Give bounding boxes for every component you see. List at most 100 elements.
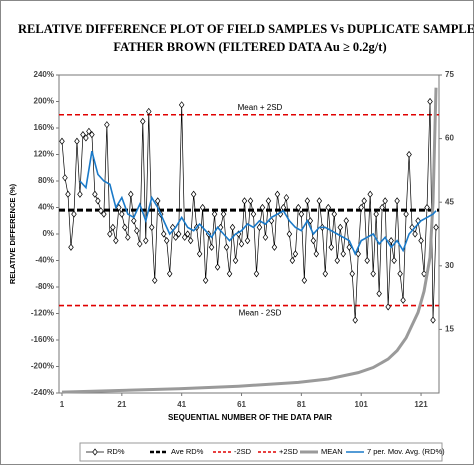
data-point bbox=[325, 203, 332, 212]
data-point bbox=[430, 316, 436, 324]
data-point bbox=[418, 237, 424, 245]
annotation: Mean + 2SD bbox=[238, 103, 283, 112]
data-point bbox=[421, 270, 427, 278]
data-point bbox=[379, 203, 385, 212]
data-point bbox=[98, 207, 104, 215]
y-tick-label: -160% bbox=[31, 335, 54, 344]
data-point bbox=[298, 210, 305, 218]
x-tick-label: 81 bbox=[297, 400, 306, 409]
x-tick-label: 61 bbox=[237, 400, 246, 409]
data-point bbox=[68, 243, 74, 251]
data-point bbox=[149, 223, 155, 231]
data-point bbox=[77, 190, 83, 198]
data-point bbox=[346, 243, 352, 251]
y-tick-label: 40% bbox=[38, 203, 54, 212]
data-point bbox=[187, 237, 194, 245]
data-point bbox=[376, 290, 382, 298]
data-point bbox=[175, 230, 182, 238]
data-point bbox=[110, 223, 116, 231]
data-point bbox=[307, 217, 314, 225]
data-point bbox=[86, 127, 92, 135]
y-tick-label: -240% bbox=[31, 388, 54, 397]
plot-area bbox=[58, 74, 440, 394]
y2-tick-label: 60 bbox=[445, 134, 454, 143]
data-point bbox=[229, 223, 236, 231]
data-point bbox=[433, 223, 439, 231]
data-point bbox=[328, 243, 335, 251]
data-point bbox=[83, 134, 89, 142]
legend-label: +2SD bbox=[279, 447, 299, 456]
data-point bbox=[331, 210, 338, 218]
x-tick-label: 121 bbox=[414, 400, 428, 409]
data-point bbox=[271, 243, 278, 251]
data-point bbox=[223, 243, 230, 251]
data-point bbox=[259, 203, 266, 212]
data-point bbox=[238, 240, 245, 248]
x-tick-label: 21 bbox=[117, 400, 126, 409]
data-point bbox=[244, 237, 251, 245]
data-point bbox=[361, 197, 367, 205]
y2-tick-label: 30 bbox=[445, 261, 454, 270]
legend-marker bbox=[92, 448, 98, 456]
data-point bbox=[349, 270, 355, 278]
data-point bbox=[247, 197, 254, 205]
data-point bbox=[337, 223, 344, 231]
data-point bbox=[304, 197, 311, 205]
series-line bbox=[79, 150, 437, 256]
data-point bbox=[313, 250, 320, 258]
data-point bbox=[400, 296, 406, 304]
data-point bbox=[226, 270, 233, 278]
legend-label: RD% bbox=[107, 447, 125, 456]
y-tick-label: 80% bbox=[38, 176, 54, 185]
data-point bbox=[322, 270, 329, 278]
y2-tick-label: 45 bbox=[445, 197, 454, 206]
data-point bbox=[427, 97, 433, 106]
chart-subtitle: FATHER BROWN (FILTERED DATA Au ≥ 0.2g/t) bbox=[113, 40, 386, 54]
y2-tick-label: 75 bbox=[445, 70, 454, 79]
data-point bbox=[262, 233, 269, 241]
data-point bbox=[220, 210, 227, 218]
data-point bbox=[367, 190, 373, 198]
x-tick-label: 41 bbox=[177, 400, 186, 409]
data-point bbox=[391, 256, 397, 265]
data-point bbox=[134, 227, 140, 235]
data-point bbox=[370, 270, 376, 278]
data-point bbox=[92, 190, 98, 198]
data-point bbox=[274, 190, 281, 198]
data-point bbox=[295, 203, 302, 212]
data-point bbox=[199, 203, 206, 212]
data-point bbox=[364, 256, 370, 265]
data-point bbox=[59, 137, 65, 145]
data-point bbox=[125, 233, 131, 241]
y-tick-label: -40% bbox=[35, 256, 54, 265]
data-point bbox=[166, 270, 173, 278]
annotation: Mean - 2SD bbox=[239, 309, 282, 318]
data-point bbox=[65, 190, 71, 198]
data-point bbox=[388, 237, 394, 245]
data-point bbox=[122, 223, 128, 231]
data-point bbox=[289, 256, 296, 265]
y-tick-label: -80% bbox=[35, 282, 54, 291]
data-point bbox=[232, 256, 239, 265]
data-point bbox=[394, 197, 400, 205]
x-tick-label: 1 bbox=[60, 400, 65, 409]
data-point bbox=[137, 240, 143, 248]
data-point bbox=[373, 210, 379, 218]
legend bbox=[79, 442, 443, 462]
data-point bbox=[310, 237, 317, 245]
legend-label: Ave RD% bbox=[171, 447, 204, 456]
data-point bbox=[131, 217, 137, 225]
data-point bbox=[214, 263, 221, 271]
legend-label: 7 per. Mov. Avg. (RD%) bbox=[367, 447, 445, 456]
data-point bbox=[286, 230, 293, 238]
data-point bbox=[208, 243, 215, 251]
data-point bbox=[172, 233, 179, 241]
data-point bbox=[424, 203, 430, 212]
data-point bbox=[62, 174, 68, 182]
data-point bbox=[107, 230, 113, 238]
data-point bbox=[95, 197, 101, 205]
y2-tick-label: 15 bbox=[445, 325, 454, 334]
data-point bbox=[301, 276, 308, 284]
data-point bbox=[80, 131, 86, 139]
